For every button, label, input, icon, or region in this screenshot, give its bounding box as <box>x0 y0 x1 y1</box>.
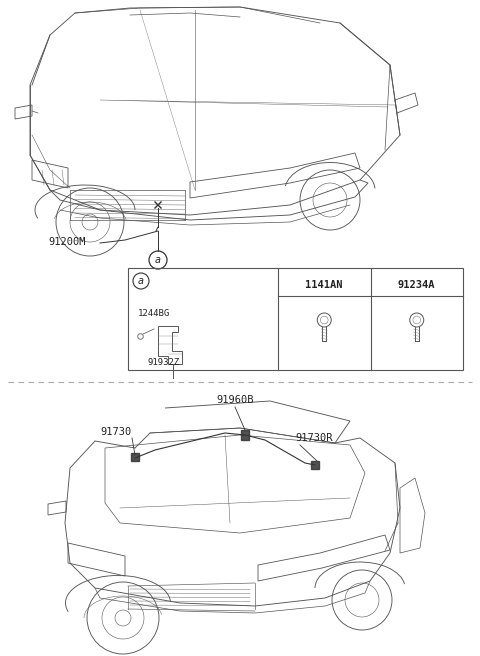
Text: 1244BG: 1244BG <box>138 309 170 318</box>
Text: a: a <box>155 255 161 265</box>
Polygon shape <box>311 461 319 469</box>
Text: 91234A: 91234A <box>398 280 435 290</box>
Polygon shape <box>241 430 249 440</box>
Text: 91730: 91730 <box>100 427 131 437</box>
Text: 91932Z: 91932Z <box>148 358 180 367</box>
Text: 1141AN: 1141AN <box>305 280 343 290</box>
Text: 91200M: 91200M <box>48 237 85 247</box>
Polygon shape <box>131 453 139 461</box>
Text: 91730R: 91730R <box>295 433 333 443</box>
Text: a: a <box>138 276 144 286</box>
Text: 91960B: 91960B <box>216 395 254 405</box>
